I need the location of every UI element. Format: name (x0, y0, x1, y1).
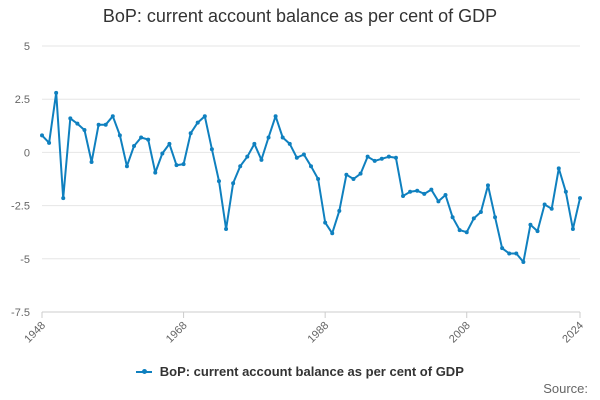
data-point (216, 179, 221, 184)
data-point (309, 164, 313, 169)
data-point (330, 231, 335, 236)
data-point (535, 229, 540, 234)
data-point (500, 246, 505, 251)
data-point (365, 154, 370, 159)
data-point (61, 196, 66, 201)
data-point (103, 122, 108, 127)
data-point (429, 187, 434, 192)
data-point (570, 227, 575, 232)
data-point (464, 230, 469, 235)
data-point (408, 189, 413, 194)
data-point (75, 121, 80, 126)
data-point (238, 164, 243, 169)
data-point (450, 215, 455, 220)
data-point (563, 189, 568, 194)
data-point (209, 147, 214, 152)
data-point (160, 151, 165, 156)
data-point (40, 133, 44, 138)
y-tick-label: 5 (24, 41, 30, 53)
data-point (117, 133, 122, 138)
data-point (514, 251, 519, 256)
data-point (188, 131, 193, 136)
data-point (337, 208, 342, 213)
data-point (139, 135, 144, 140)
data-point (549, 206, 554, 211)
data-point (485, 183, 490, 188)
data-point (386, 154, 391, 159)
data-point (110, 114, 115, 119)
data-point (542, 202, 547, 207)
data-point (556, 166, 561, 171)
data-point (47, 140, 52, 145)
data-point (174, 163, 179, 168)
data-point (316, 177, 321, 181)
y-tick-label: 2.5 (15, 94, 30, 106)
data-point (132, 144, 137, 149)
data-point (181, 162, 186, 167)
y-tick-label: -5 (20, 254, 30, 266)
data-point (422, 191, 427, 196)
data-point (457, 228, 462, 233)
data-point (231, 181, 236, 186)
data-point (493, 215, 498, 220)
data-point (96, 122, 101, 127)
data-point (224, 227, 229, 232)
data-point (287, 141, 292, 146)
x-tick-label: 1968 (164, 320, 190, 346)
data-point (167, 141, 172, 146)
data-point (372, 158, 377, 163)
data-point (294, 155, 299, 160)
x-tick-label: 1988 (305, 320, 331, 346)
data-point (266, 135, 271, 140)
data-point (478, 209, 483, 214)
data-point (68, 116, 73, 121)
x-axis: 1948 1968 1988 2008 2024 (22, 311, 586, 346)
legend[interactable]: BoP: current account balance as per cent… (0, 364, 600, 379)
data-point (471, 216, 476, 221)
data-point (393, 155, 398, 160)
y-tick-label: -7.5 (11, 307, 30, 319)
legend-label: BoP: current account balance as per cent… (159, 364, 464, 379)
data-point (401, 194, 406, 199)
data-point (153, 170, 158, 175)
data-point (301, 152, 306, 157)
y-tick-label: 0 (24, 147, 30, 159)
data-point (89, 159, 94, 164)
legend-swatch (136, 368, 153, 374)
x-tick-label: 2008 (447, 320, 473, 346)
series-group (40, 90, 582, 264)
data-point (578, 196, 582, 201)
series-line (41, 91, 581, 263)
data-point (521, 259, 526, 264)
data-point (379, 156, 384, 161)
data-point (358, 171, 363, 176)
source-label: Source: (543, 381, 588, 396)
data-point (323, 220, 328, 225)
data-point (195, 120, 200, 125)
data-point (415, 188, 420, 193)
x-tick-label: 1948 (22, 320, 48, 346)
data-point (252, 141, 257, 146)
data-point (528, 222, 533, 227)
gridlines (42, 45, 580, 313)
y-tick-label: -2.5 (11, 201, 30, 213)
data-point (280, 135, 285, 140)
data-point (273, 114, 278, 119)
data-point (202, 114, 207, 119)
x-tick-label: 2024 (560, 320, 586, 346)
data-point (259, 157, 264, 162)
chart-title: BoP: current account balance as per cent… (102, 6, 498, 26)
data-point (146, 137, 151, 142)
data-point (54, 90, 59, 95)
data-point (351, 177, 356, 181)
data-point (245, 154, 250, 159)
data-point (507, 251, 512, 256)
data-point (436, 199, 441, 204)
y-axis: 5 2.5 0 -2.5 -5 -7.5 (11, 41, 30, 319)
data-point (124, 164, 129, 169)
data-point (443, 192, 448, 197)
data-point (82, 128, 87, 133)
data-point (344, 172, 349, 177)
